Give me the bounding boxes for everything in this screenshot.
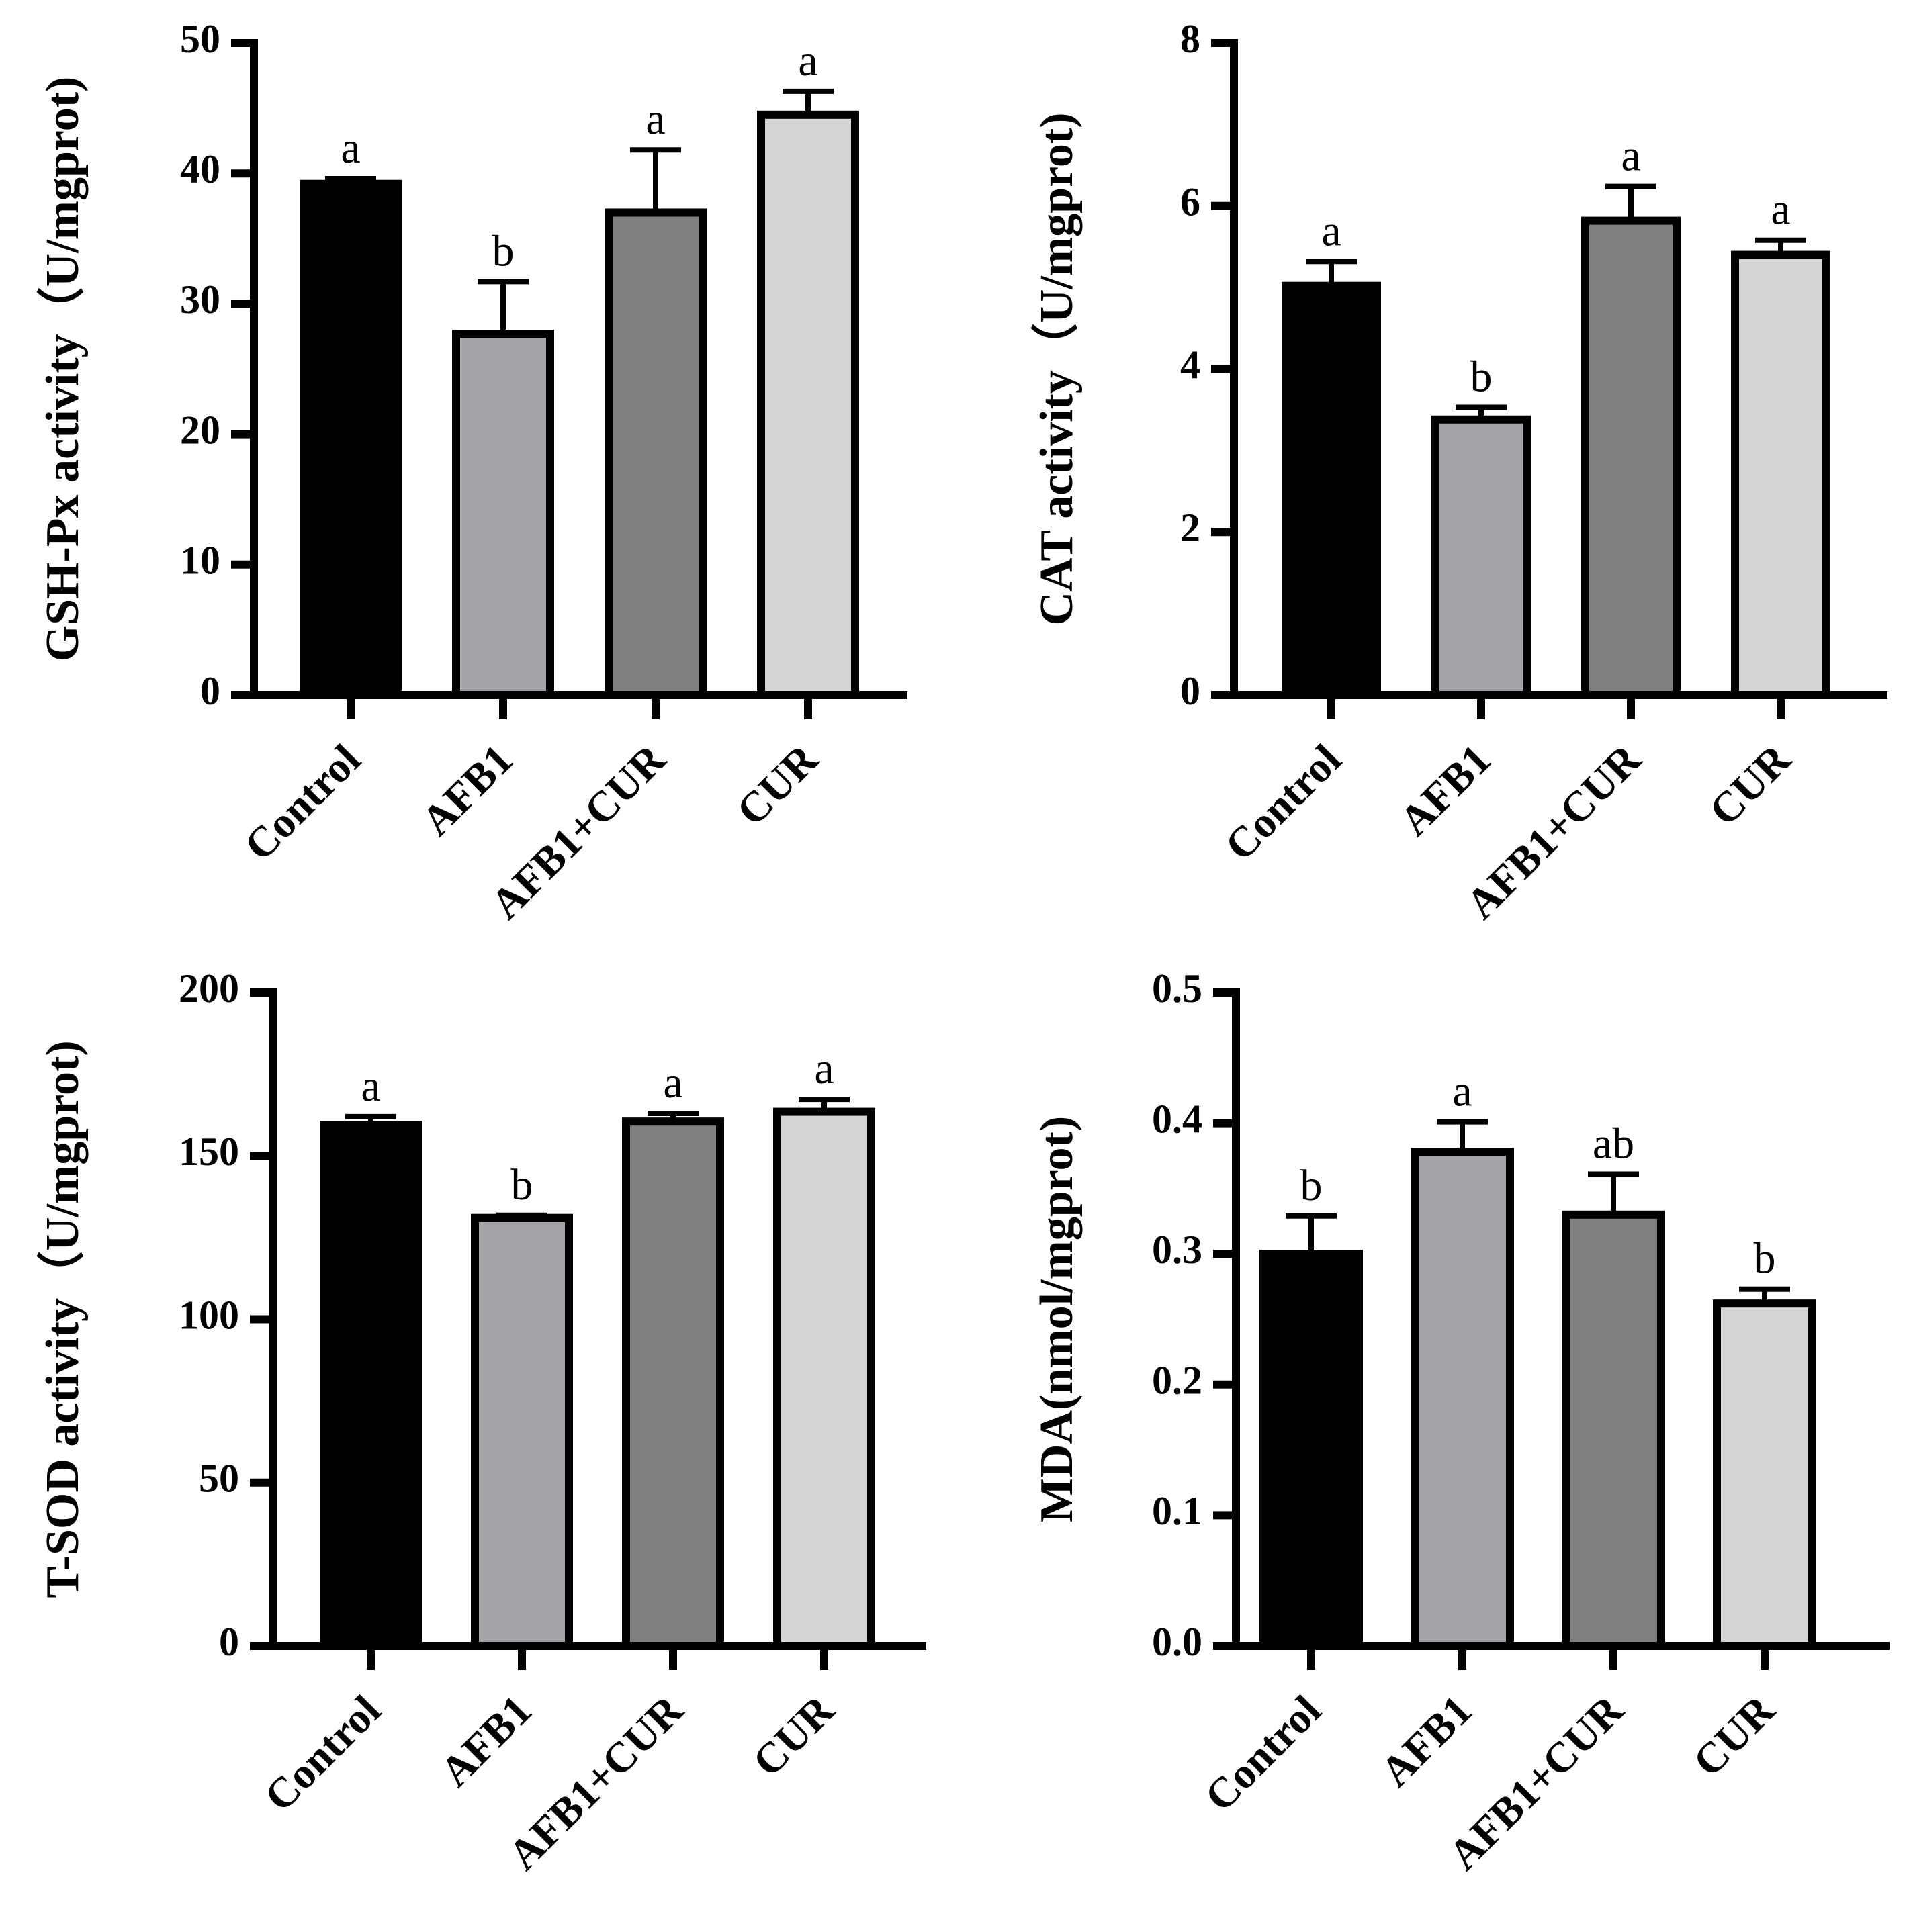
significance-label-afb1: b (492, 226, 515, 275)
y-axis-label: T-SOD activity（U/mgprot) (36, 1040, 89, 1598)
significance-label-cur: a (798, 36, 817, 85)
significance-label-cur: b (1754, 1234, 1776, 1283)
bar-afb1 (1431, 415, 1531, 699)
y-tick-label: 150 (179, 1130, 239, 1174)
y-tick-label: 8 (1180, 17, 1200, 61)
y-tick-label: 0.4 (1152, 1097, 1202, 1141)
t-sod-panel: T-SOD activity（U/mgprot) 0 50 100 150 200 a Con… (36, 966, 926, 1879)
significance-label-cur: a (1771, 185, 1790, 234)
bar-cur (1731, 250, 1830, 699)
bar-afb1-cur (1581, 216, 1681, 700)
y-tick-label: 0 (219, 1620, 239, 1664)
bar-afb1 (452, 330, 554, 700)
y-axis-label: CAT activity（U/mgprot) (1030, 112, 1083, 625)
significance-label-afb1-cur: a (1621, 132, 1640, 181)
y-tick-label: 40 (180, 147, 220, 191)
bar-cur (757, 110, 859, 699)
y-tick-label: 30 (180, 277, 220, 322)
y-tick-label: 200 (179, 966, 239, 1011)
gsh-px-panel: GSH-Px activity（U/mgprot) 0 10 20 30 40 50 a Con… (36, 17, 907, 928)
y-tick-label: 6 (1180, 180, 1200, 224)
category-label-control: Control (255, 1686, 390, 1821)
bar-control (1282, 281, 1381, 699)
category-label-afb1: AFB1 (1372, 1686, 1481, 1796)
bar-control (320, 1121, 422, 1650)
category-label-control: Control (1196, 1686, 1330, 1821)
significance-label-afb1-cur: a (663, 1058, 682, 1107)
y-tick-label: 0.2 (1152, 1359, 1202, 1403)
y-tick-label: 4 (1180, 342, 1200, 387)
y-tick-label: 0 (200, 669, 220, 713)
category-label-cur: CUR (1684, 1686, 1784, 1786)
y-tick-label: 50 (180, 17, 220, 61)
significance-label-control: b (1300, 1161, 1323, 1210)
bar-afb1-cur (622, 1117, 724, 1650)
category-label-control: Control (235, 735, 369, 870)
bar-afb1 (471, 1213, 573, 1651)
y-tick-label: 0.3 (1152, 1228, 1202, 1272)
bar-afb1-cur (605, 208, 707, 699)
bar-afb1-cur (1562, 1210, 1665, 1650)
y-tick-label: 10 (180, 539, 220, 583)
significance-label-control: a (1321, 206, 1341, 255)
mda-panel: MDA(nmol/mgprot) 0.0 0.1 0.2 0.3 0.4 0.5 b Contr… (1031, 966, 1890, 1879)
significance-label-afb1: b (511, 1160, 533, 1209)
significance-label-afb1: a (1452, 1067, 1472, 1116)
bar-cur (773, 1107, 875, 1650)
bar-control (1259, 1250, 1363, 1650)
bar-afb1 (1411, 1148, 1514, 1650)
category-label-control: Control (1216, 735, 1350, 870)
cat-panel: CAT activity（U/mgprot) 0 2 4 6 8 a Control b AFB1… (1030, 17, 1887, 928)
bar-control (300, 179, 402, 699)
y-tick-label: 0.0 (1152, 1620, 1202, 1664)
significance-label-afb1-cur: ab (1593, 1119, 1634, 1168)
significance-label-control: a (341, 124, 360, 173)
category-label-cur: CUR (744, 1686, 844, 1786)
significance-label-afb1: b (1470, 353, 1493, 402)
category-label-afb1: AFB1 (412, 735, 522, 845)
category-label-cur: CUR (727, 735, 828, 835)
y-tick-label: 0 (1180, 669, 1200, 713)
y-tick-label: 2 (1180, 506, 1200, 550)
y-tick-label: 50 (199, 1457, 239, 1501)
significance-label-cur: a (814, 1044, 834, 1093)
category-label-cur: CUR (1700, 735, 1800, 835)
category-label-afb1: AFB1 (1390, 735, 1500, 845)
y-tick-label: 0.1 (1152, 1489, 1202, 1533)
category-label-afb1: AFB1 (431, 1686, 541, 1796)
significance-label-control: a (361, 1062, 380, 1111)
y-axis-label: MDA(nmol/mgprot) (1031, 1116, 1083, 1522)
y-tick-label: 0.5 (1152, 966, 1202, 1011)
y-tick-label: 100 (179, 1293, 239, 1337)
y-axis-label: GSH-Px activity（U/mgprot) (36, 77, 89, 662)
significance-label-afb1-cur: a (646, 95, 665, 144)
bar-cur (1713, 1299, 1816, 1650)
y-tick-label: 20 (180, 408, 220, 452)
